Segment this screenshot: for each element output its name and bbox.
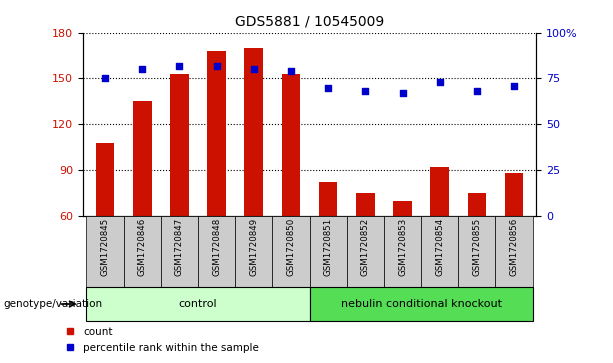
Text: GSM1720851: GSM1720851	[324, 218, 333, 276]
FancyBboxPatch shape	[310, 216, 347, 287]
Text: GSM1720846: GSM1720846	[138, 218, 147, 276]
Point	[211, 63, 221, 69]
Point	[286, 68, 296, 74]
FancyBboxPatch shape	[495, 216, 533, 287]
Text: GSM1720849: GSM1720849	[249, 218, 258, 276]
Legend: count, percentile rank within the sample: count, percentile rank within the sample	[60, 323, 264, 357]
Bar	[96, 143, 115, 307]
FancyBboxPatch shape	[198, 216, 235, 287]
Bar	[170, 74, 189, 307]
Bar	[207, 51, 226, 307]
Text: GSM1720850: GSM1720850	[286, 218, 295, 276]
FancyBboxPatch shape	[86, 216, 124, 287]
Text: GSM1720845: GSM1720845	[101, 218, 110, 276]
Point	[100, 76, 110, 81]
FancyBboxPatch shape	[310, 287, 533, 321]
FancyBboxPatch shape	[421, 216, 459, 287]
Bar	[393, 201, 412, 307]
Point	[249, 66, 259, 72]
Text: GSM1720854: GSM1720854	[435, 218, 444, 276]
Title: GDS5881 / 10545009: GDS5881 / 10545009	[235, 15, 384, 29]
Point	[175, 63, 185, 69]
FancyBboxPatch shape	[124, 216, 161, 287]
FancyBboxPatch shape	[459, 216, 495, 287]
FancyBboxPatch shape	[161, 216, 198, 287]
Bar	[133, 101, 151, 307]
FancyBboxPatch shape	[235, 216, 272, 287]
Bar	[504, 173, 524, 307]
Point	[360, 89, 370, 94]
Point	[323, 85, 333, 90]
Bar	[282, 74, 300, 307]
FancyBboxPatch shape	[272, 216, 310, 287]
Text: genotype/variation: genotype/variation	[3, 299, 102, 309]
Text: GSM1720855: GSM1720855	[473, 218, 481, 276]
FancyBboxPatch shape	[347, 216, 384, 287]
Text: GSM1720852: GSM1720852	[361, 218, 370, 276]
Bar	[356, 193, 375, 307]
FancyBboxPatch shape	[86, 287, 310, 321]
Point	[509, 83, 519, 89]
Text: control: control	[179, 299, 218, 309]
Text: GSM1720856: GSM1720856	[509, 218, 519, 276]
Point	[398, 90, 408, 96]
Text: nebulin conditional knockout: nebulin conditional knockout	[341, 299, 501, 309]
Text: GSM1720848: GSM1720848	[212, 218, 221, 276]
Point	[472, 89, 482, 94]
Bar	[319, 182, 337, 307]
Bar	[430, 167, 449, 307]
Bar	[245, 48, 263, 307]
Point	[137, 66, 147, 72]
Text: GSM1720847: GSM1720847	[175, 218, 184, 276]
Text: GSM1720853: GSM1720853	[398, 218, 407, 276]
Bar	[468, 193, 486, 307]
FancyBboxPatch shape	[384, 216, 421, 287]
Point	[435, 79, 444, 85]
